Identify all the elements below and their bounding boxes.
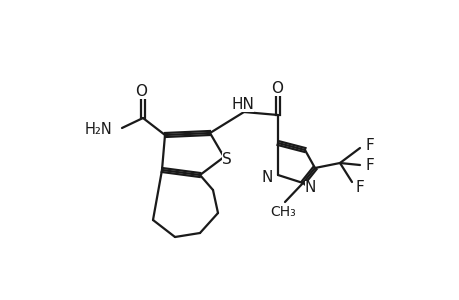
Text: S: S	[222, 152, 231, 166]
Text: N: N	[304, 181, 316, 196]
Text: CH₃: CH₃	[269, 205, 295, 219]
Text: O: O	[270, 80, 282, 95]
Text: F: F	[365, 158, 374, 172]
Text: O: O	[134, 83, 147, 98]
Text: H₂N: H₂N	[84, 122, 112, 137]
Text: F: F	[365, 139, 374, 154]
Text: HN: HN	[231, 97, 254, 112]
Text: F: F	[355, 179, 364, 194]
Text: N: N	[261, 169, 272, 184]
